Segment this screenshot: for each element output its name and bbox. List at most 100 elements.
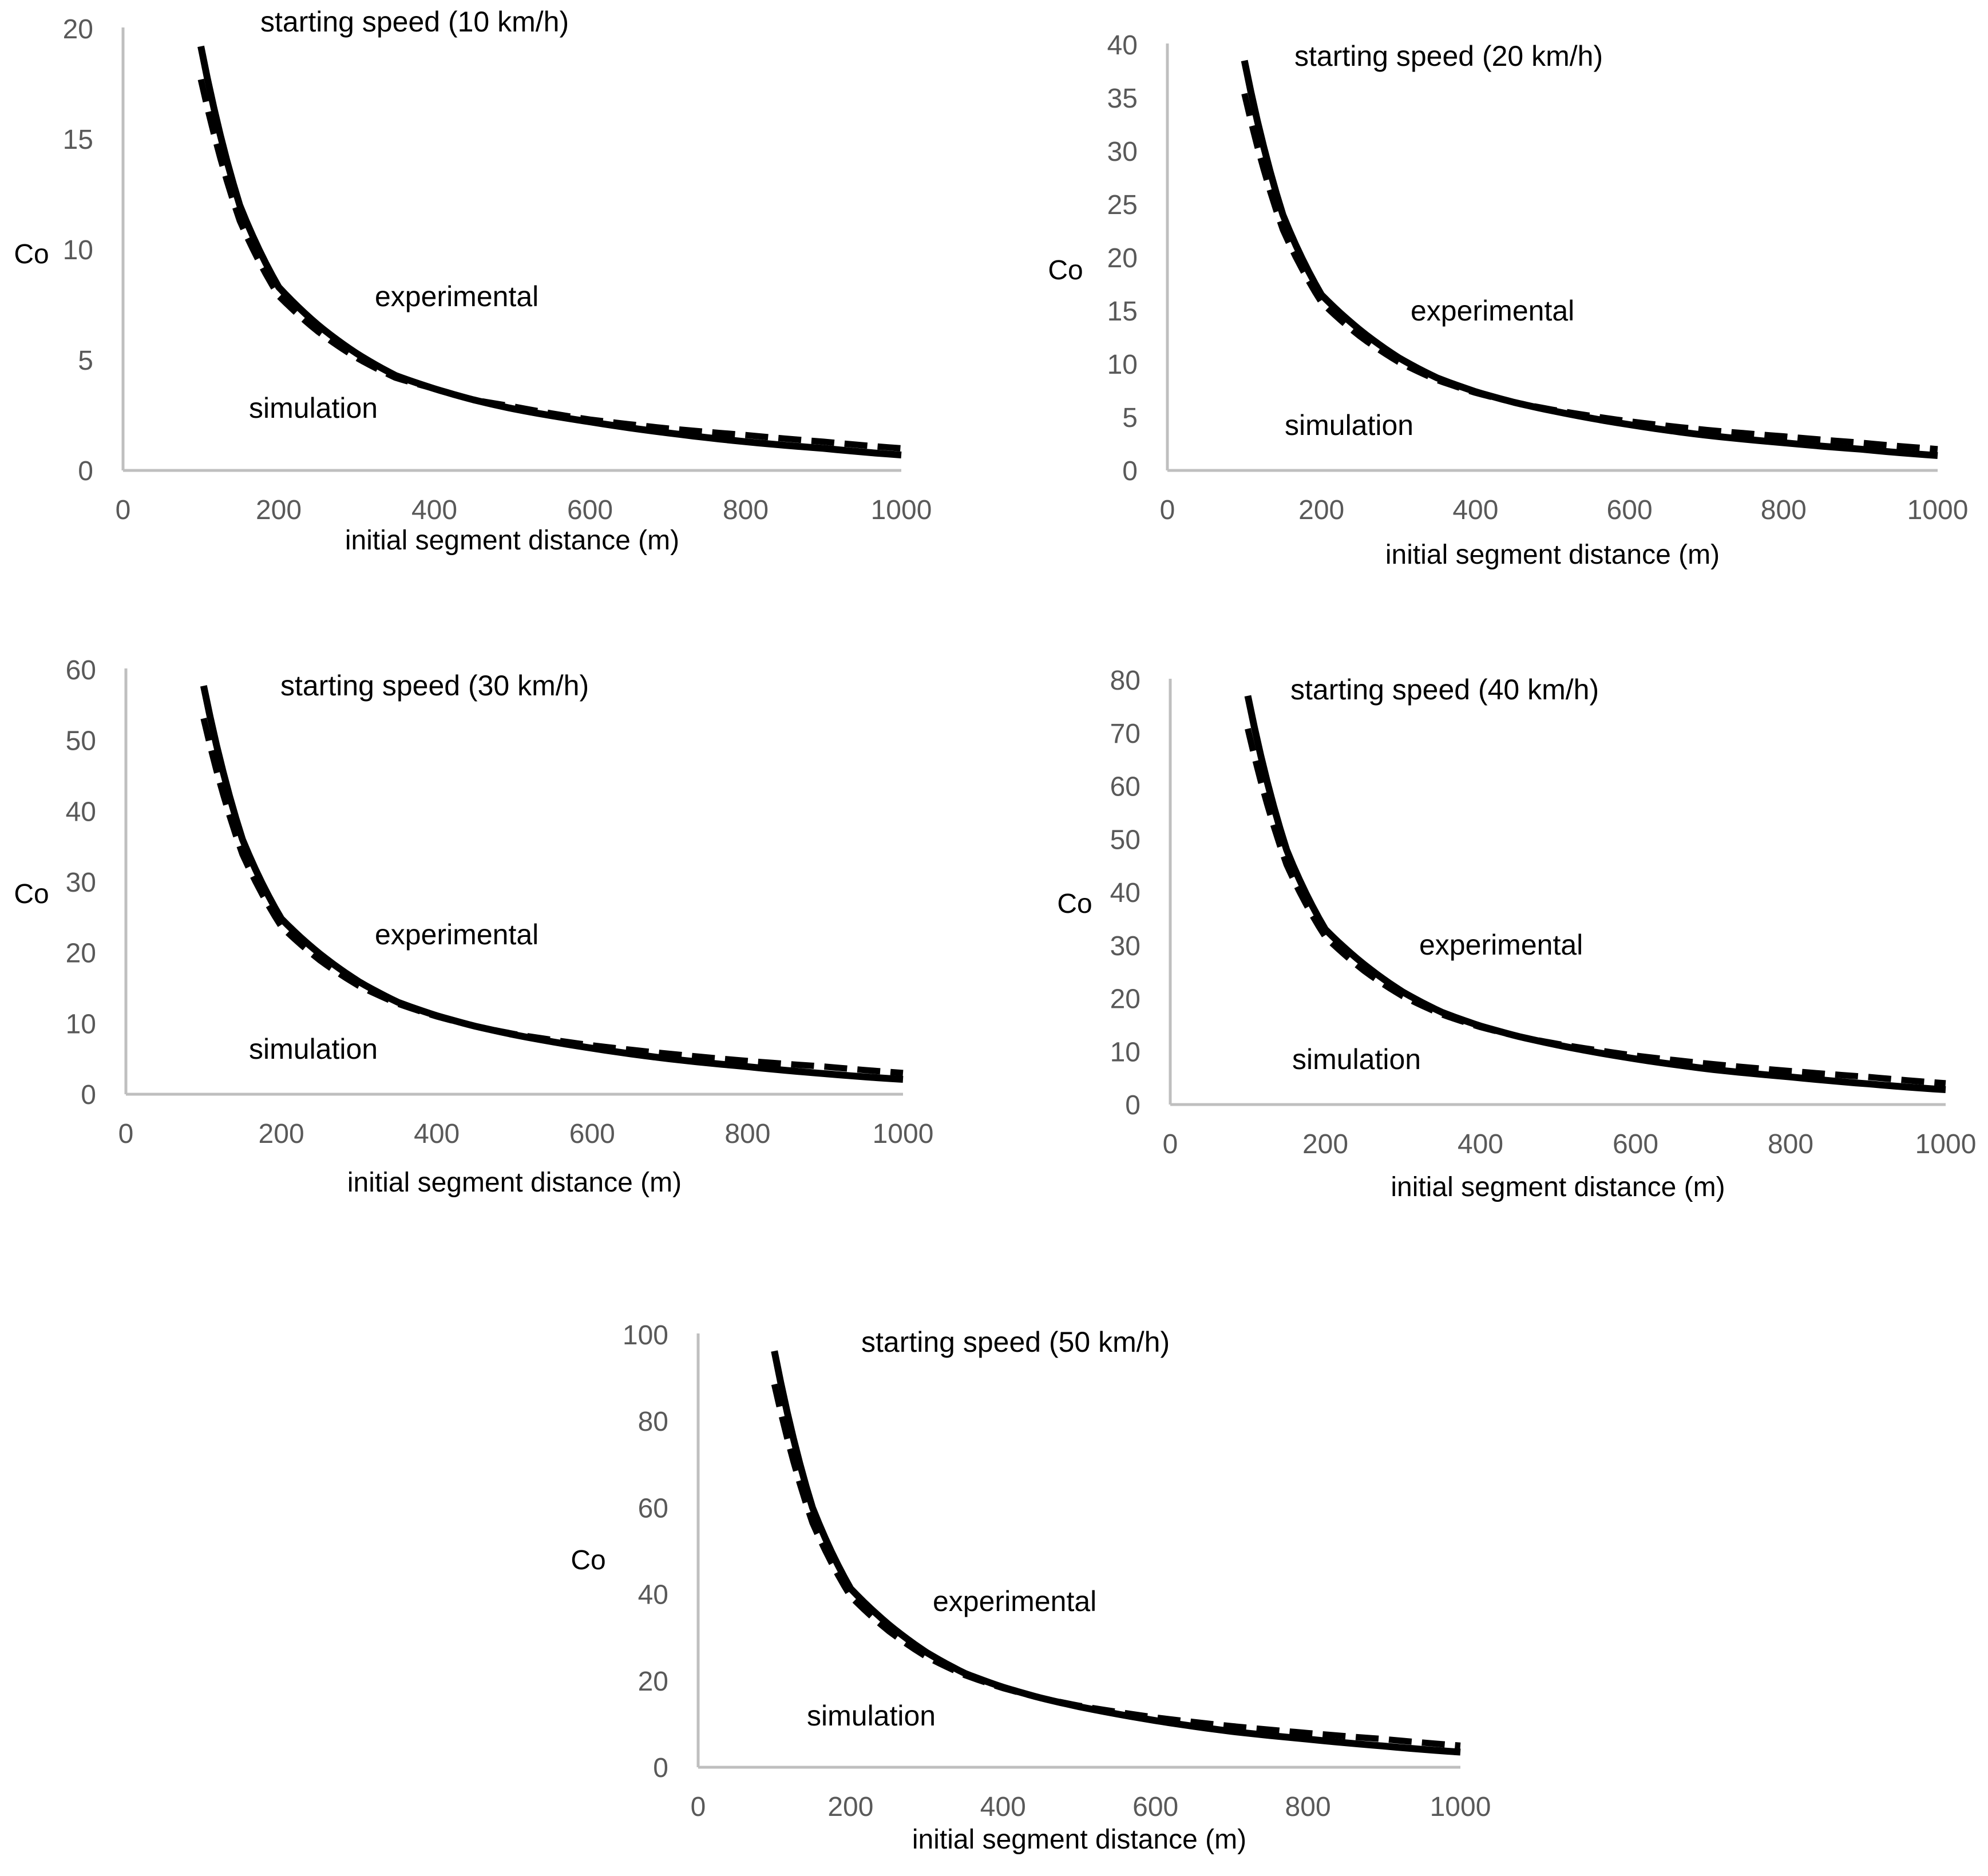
series-line-simulation	[200, 718, 904, 1076]
y-tick-label: 20	[1110, 984, 1140, 1015]
y-tick-label: 0	[1125, 1090, 1140, 1121]
y-tick-label: 0	[1122, 456, 1138, 486]
x-tick-label: 600	[1132, 1792, 1178, 1822]
x-tick-label: 1000	[1907, 495, 1969, 525]
x-tick-label: 1000	[873, 1119, 934, 1149]
x-tick-label: 0	[118, 1119, 134, 1149]
y-tick-label: 40	[1110, 878, 1140, 908]
y-tick-label: 35	[1107, 84, 1138, 114]
x-tick-label: 800	[724, 1119, 770, 1149]
x-axis-title: initial segment distance (m)	[912, 1824, 1246, 1855]
x-tick-label: 800	[1761, 495, 1807, 525]
y-tick-label: 60	[66, 655, 96, 686]
x-tick-label: 800	[1285, 1792, 1331, 1822]
x-tick-label: 800	[723, 495, 769, 525]
x-tick-label: 1000	[871, 495, 932, 525]
x-tick-label: 600	[567, 495, 613, 525]
y-tick-label: 80	[1110, 666, 1140, 696]
simulation-annotation: simulation	[1292, 1043, 1421, 1075]
y-tick-label: 10	[63, 235, 93, 266]
x-tick-label: 0	[1160, 495, 1175, 525]
series-line-experimental	[1244, 695, 1946, 1093]
x-axis-title: initial segment distance (m)	[1385, 540, 1720, 570]
y-tick-label: 5	[1122, 403, 1138, 433]
y-tick-label: 40	[638, 1580, 668, 1610]
y-tick-label: 30	[66, 868, 96, 898]
simulation-annotation: simulation	[249, 392, 378, 424]
experimental-annotation: experimental	[375, 919, 538, 951]
y-tick-label: 30	[1110, 931, 1140, 961]
x-tick-label: 0	[1163, 1129, 1178, 1159]
y-tick-label: 50	[1110, 825, 1140, 855]
chart-title: starting speed (40 km/h)	[1290, 674, 1599, 706]
y-tick-label: 0	[81, 1080, 96, 1110]
y-tick-label: 60	[1110, 772, 1140, 802]
y-tick-label: 20	[1107, 243, 1138, 274]
y-tick-label: 15	[63, 125, 93, 155]
y-tick-label: 20	[63, 14, 93, 45]
x-tick-label: 0	[691, 1792, 706, 1822]
x-tick-label: 400	[411, 495, 457, 525]
chart-title: starting speed (20 km/h)	[1294, 40, 1603, 72]
x-tick-label: 200	[1298, 495, 1344, 525]
y-axis-title: Co	[1057, 889, 1092, 919]
y-tick-label: 50	[66, 726, 96, 757]
y-tick-label: 20	[66, 939, 96, 969]
y-tick-label: 80	[638, 1407, 668, 1437]
x-tick-label: 200	[256, 495, 302, 525]
y-tick-label: 5	[78, 346, 93, 376]
x-tick-label: 800	[1768, 1129, 1813, 1159]
y-tick-label: 60	[638, 1493, 668, 1523]
y-tick-label: 20	[638, 1667, 668, 1697]
experimental-annotation: experimental	[933, 1585, 1096, 1617]
x-tick-label: 200	[259, 1119, 304, 1149]
x-tick-label: 600	[569, 1119, 615, 1149]
series-line-experimental	[1241, 60, 1938, 459]
simulation-annotation: simulation	[1285, 409, 1413, 441]
chart-title: starting speed (50 km/h)	[861, 1326, 1170, 1358]
y-tick-label: 0	[78, 456, 93, 486]
x-tick-label: 1000	[1915, 1129, 1977, 1159]
x-tick-label: 200	[827, 1792, 873, 1822]
x-tick-label: 400	[414, 1119, 460, 1149]
x-tick-label: 0	[116, 495, 131, 525]
series-line-simulation	[771, 1383, 1461, 1749]
series-line-simulation	[1241, 93, 1938, 453]
chart-title: starting speed (10 km/h)	[260, 6, 569, 38]
x-tick-label: 600	[1613, 1129, 1658, 1159]
x-tick-label: 400	[1458, 1129, 1503, 1159]
series-line-simulation	[197, 78, 902, 452]
y-tick-label: 0	[653, 1753, 668, 1783]
x-axis-title: initial segment distance (m)	[347, 1167, 682, 1198]
experimental-annotation: experimental	[1411, 295, 1574, 327]
x-tick-label: 600	[1607, 495, 1653, 525]
y-tick-label: 25	[1107, 190, 1138, 220]
chart-title: starting speed (30 km/h)	[280, 670, 589, 702]
experimental-annotation: experimental	[375, 280, 538, 312]
y-tick-label: 15	[1107, 296, 1138, 327]
simulation-annotation: simulation	[249, 1033, 378, 1065]
x-axis-title: initial segment distance (m)	[345, 525, 679, 556]
y-axis-title: Co	[571, 1545, 605, 1576]
x-tick-label: 400	[1452, 495, 1498, 525]
x-axis-title: initial segment distance (m)	[1391, 1172, 1725, 1202]
y-tick-label: 10	[66, 1009, 96, 1039]
x-tick-label: 1000	[1430, 1792, 1491, 1822]
y-tick-label: 10	[1107, 350, 1138, 380]
x-tick-label: 400	[980, 1792, 1026, 1822]
y-axis-title: Co	[14, 879, 49, 909]
y-axis-title: Co	[14, 239, 49, 270]
x-tick-label: 200	[1302, 1129, 1348, 1159]
y-tick-label: 100	[623, 1320, 668, 1351]
series-line-experimental	[771, 1350, 1461, 1756]
y-tick-label: 10	[1110, 1037, 1140, 1067]
y-axis-title: Co	[1048, 255, 1083, 286]
y-tick-label: 40	[1107, 30, 1138, 61]
simulation-annotation: simulation	[807, 1700, 936, 1732]
